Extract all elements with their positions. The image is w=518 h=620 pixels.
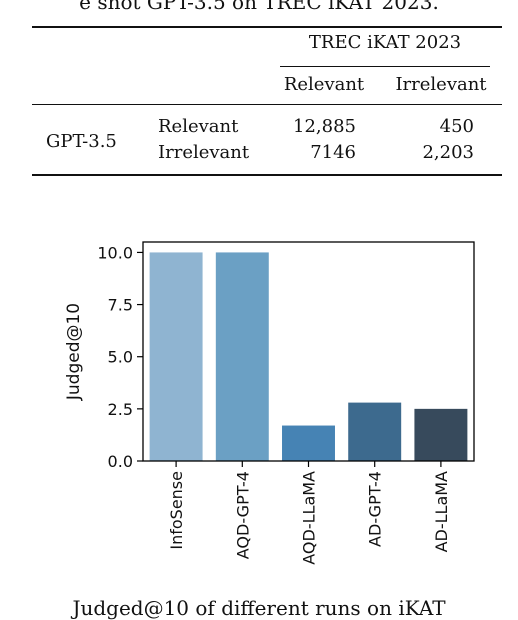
bar-aqd-llama xyxy=(282,425,335,461)
table-caption: e shot GPT-3.5 on TREC iKAT 2023. xyxy=(79,0,439,14)
y-tick-label: 2.5 xyxy=(108,400,133,419)
y-axis-label: Judged@10 xyxy=(64,303,84,401)
bar-ad-gpt-4 xyxy=(348,402,402,461)
y-tick-label: 5.0 xyxy=(108,348,133,367)
table-col-header-irrelevant: Irrelevant xyxy=(395,74,487,95)
bar-aqd-gpt-4 xyxy=(215,252,269,461)
x-tick-label: AD-LLaMA xyxy=(432,471,451,552)
y-tick-label: 7.5 xyxy=(108,296,133,315)
table-group-rule xyxy=(280,66,490,67)
table-mid-rule xyxy=(32,104,502,105)
figure-caption: Judged@10 of different runs on iKAT xyxy=(72,596,446,620)
table-top-rule xyxy=(32,26,502,28)
y-tick-label: 0.0 xyxy=(108,452,133,471)
results-table: TREC iKAT 2023 Relevant Irrelevant GPT-3… xyxy=(32,24,502,178)
x-tick-label: AD-GPT-4 xyxy=(366,471,385,547)
bar-ad-llama xyxy=(414,408,468,461)
x-tick-label: AQD-LLaMA xyxy=(300,471,319,565)
table-row-label: Relevant xyxy=(158,116,239,137)
table-row-group-label: GPT-3.5 xyxy=(46,131,117,152)
table-cell: 2,203 xyxy=(422,142,474,163)
table-bottom-rule xyxy=(32,174,502,176)
judged-bar-chart: 0.0 2.5 5.0 7.5 10.0 InfoSense AQD-GPT-4 AQD-LL… xyxy=(64,241,475,565)
x-tick-label: InfoSense xyxy=(167,471,186,550)
x-tick-label: AQD-GPT-4 xyxy=(233,471,252,559)
table-cell: 12,885 xyxy=(293,116,356,137)
table-row-label: Irrelevant xyxy=(158,142,250,163)
table-group-header: TREC iKAT 2023 xyxy=(308,32,462,53)
table-col-header-relevant: Relevant xyxy=(283,74,365,95)
table-cell: 450 xyxy=(439,116,474,137)
table-cell: 7146 xyxy=(310,142,356,163)
bar-infosense xyxy=(149,252,203,461)
y-tick-label: 10.0 xyxy=(97,243,133,262)
